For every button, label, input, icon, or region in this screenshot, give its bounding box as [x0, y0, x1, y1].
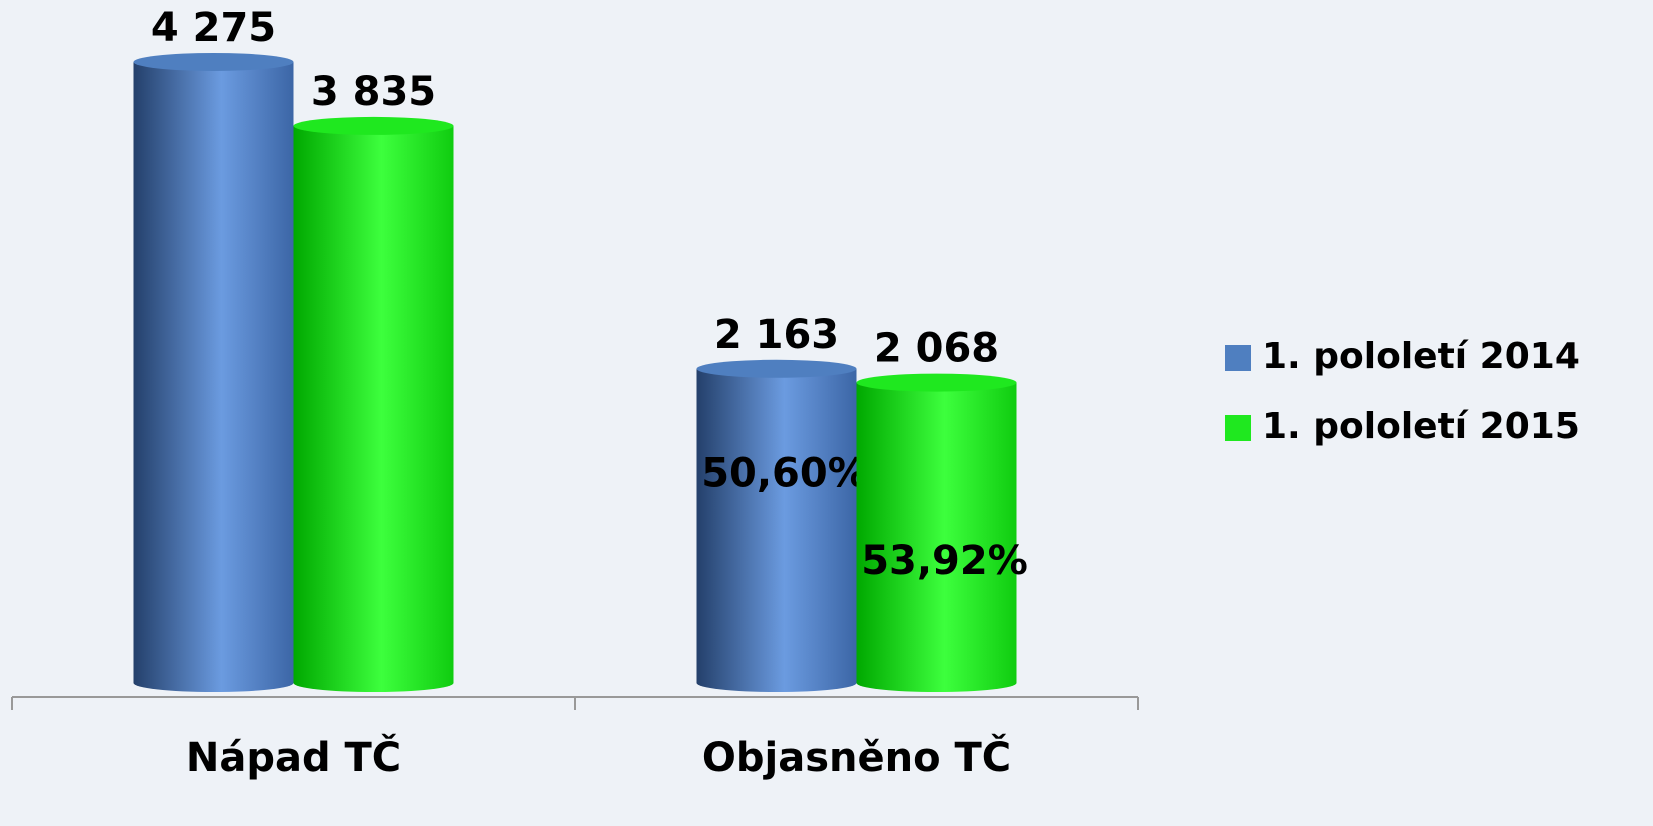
percent-label: 50,60% [701, 451, 868, 497]
x-tick-label: Nápad TČ [186, 733, 401, 781]
bar [133, 61, 294, 684]
legend-swatch [1225, 415, 1251, 441]
bar-cap [293, 116, 454, 135]
bar [293, 125, 454, 683]
data-label: 3 835 [311, 69, 436, 115]
data-label: 2 068 [874, 326, 999, 372]
legend-swatch [1225, 345, 1251, 371]
bar-cap [856, 373, 1017, 392]
data-label: 2 163 [714, 312, 839, 358]
legend-label: 1. pololetí 2014 [1262, 336, 1580, 377]
percent-label: 53,92% [861, 538, 1028, 584]
bar-cap [696, 359, 857, 378]
bar-cap [133, 52, 294, 71]
data-label: 4 275 [151, 5, 276, 51]
x-tick-label: Objasněno TČ [702, 733, 1011, 781]
legend-label: 1. pololetí 2015 [1262, 406, 1580, 447]
bar [856, 382, 1017, 683]
bar [696, 368, 857, 683]
